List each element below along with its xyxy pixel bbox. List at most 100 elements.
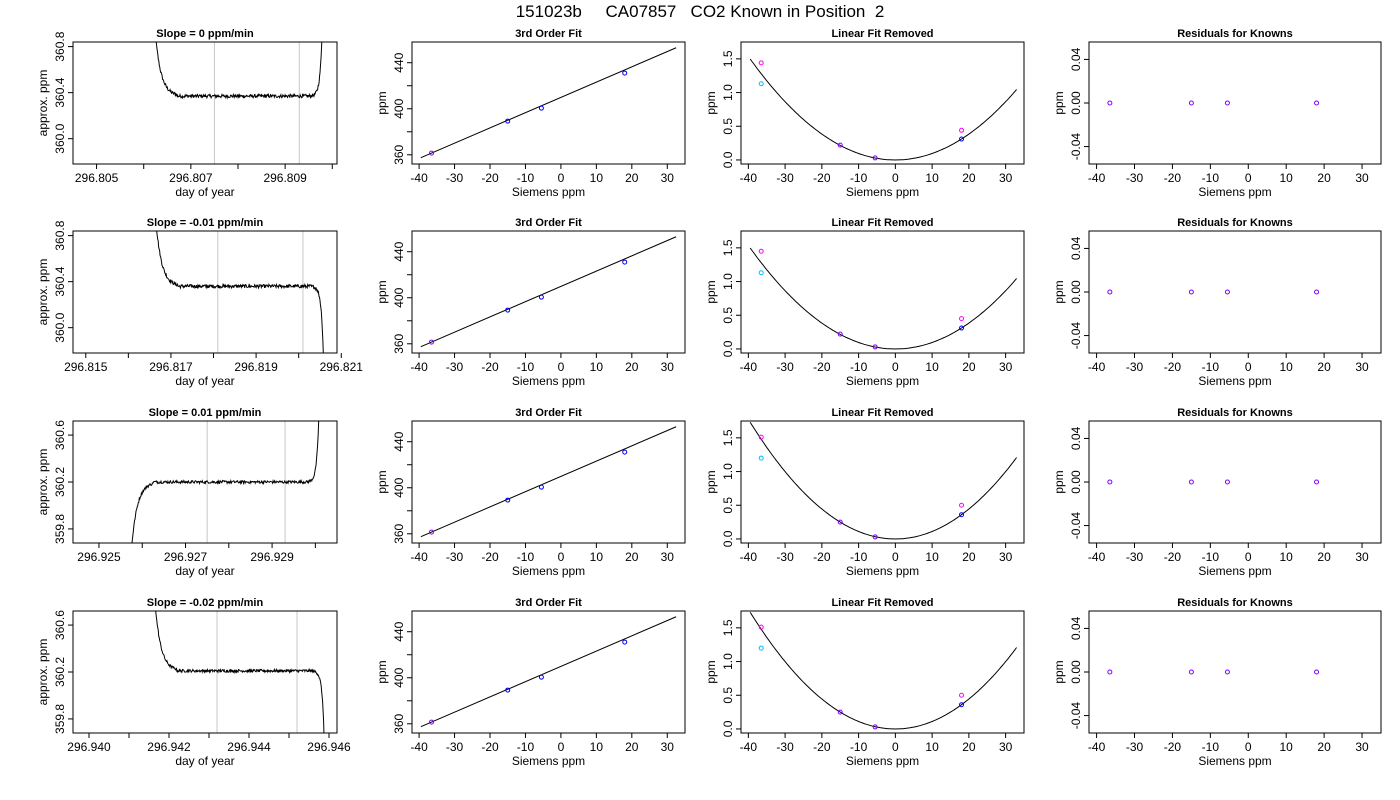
chart-panel: -40 -30 -20 -10 0 10 20 30 -0.04 0.00 0.04 Residual… bbox=[1052, 28, 1382, 199]
data-point bbox=[622, 449, 628, 455]
plot-frame bbox=[1088, 41, 1382, 165]
fit-line bbox=[420, 236, 677, 348]
y-tick-label: 360.4 bbox=[53, 266, 67, 296]
plot-frame bbox=[740, 41, 1025, 165]
data-point bbox=[1224, 100, 1230, 106]
data-point bbox=[429, 529, 434, 535]
y-tick-label: 1.0 bbox=[721, 84, 735, 101]
x-tick-label: 20 bbox=[1317, 360, 1331, 374]
x-tick-label: 0 bbox=[558, 740, 565, 754]
y-tick-label: 0.5 bbox=[721, 497, 735, 514]
chart-panel: -40 -30 -20 -10 0 10 20 30 -0.04 0.00 0.04 Residual… bbox=[1052, 597, 1382, 768]
y-axis-label: ppm bbox=[704, 470, 718, 493]
y-tick-label: -0.04 bbox=[1069, 133, 1083, 161]
data-point bbox=[959, 325, 965, 331]
x-tick-label: 0 bbox=[1245, 360, 1252, 374]
x-tick-label: 296.805 bbox=[75, 171, 119, 185]
plot-frame bbox=[72, 41, 338, 165]
plot-area bbox=[155, 42, 323, 164]
data-point bbox=[758, 624, 764, 630]
data-point bbox=[959, 316, 965, 322]
data-point bbox=[758, 455, 764, 461]
x-tick-label: 0 bbox=[1245, 740, 1252, 754]
panel-title: Slope = 0 ppm/min bbox=[156, 28, 254, 40]
x-tick-label: 20 bbox=[625, 740, 639, 754]
plot-area bbox=[1107, 100, 1320, 106]
data-point bbox=[959, 692, 965, 698]
data-point bbox=[1314, 100, 1320, 106]
y-tick-label: 360.6 bbox=[53, 420, 67, 450]
y-tick-label: 0.0 bbox=[721, 340, 735, 357]
plot-frame bbox=[411, 610, 686, 734]
data-trace-line bbox=[155, 42, 323, 100]
fit-curve bbox=[749, 247, 1017, 350]
panel-title: 3rd Order Fit bbox=[515, 217, 582, 229]
fit-curve bbox=[749, 421, 1017, 540]
data-point bbox=[505, 118, 511, 124]
x-axis-label: day of year bbox=[175, 185, 234, 199]
x-axis-label: day of year bbox=[175, 564, 234, 578]
x-tick-label: -10 bbox=[850, 171, 868, 185]
data-trace-line bbox=[155, 611, 325, 733]
data-point bbox=[1314, 479, 1320, 485]
plot-frame bbox=[740, 420, 1025, 544]
panel-title: Residuals for Knowns bbox=[1177, 597, 1293, 609]
page-title: 151023b CA07857 CO2 Known in Position 2 bbox=[515, 2, 885, 21]
data-point bbox=[837, 709, 843, 715]
x-tick-label: -40 bbox=[1088, 171, 1106, 185]
y-tick-label: 440 bbox=[392, 621, 406, 641]
x-tick-label: -10 bbox=[1202, 550, 1220, 564]
x-axis-label: Siemens ppm bbox=[846, 374, 919, 388]
data-point bbox=[622, 639, 628, 645]
x-tick-label: -10 bbox=[850, 740, 868, 754]
y-tick-label: 400 bbox=[392, 667, 406, 687]
x-tick-label: -10 bbox=[1202, 360, 1220, 374]
plot-frame bbox=[740, 610, 1025, 734]
plot-frame bbox=[1088, 420, 1382, 544]
chart-panel: 296.805 296.807 296.809 360.0 360.4 360.8 Slop… bbox=[36, 28, 338, 199]
data-point bbox=[837, 142, 843, 148]
data-point bbox=[959, 512, 965, 518]
x-tick-label: -10 bbox=[517, 740, 535, 754]
plot-frame bbox=[411, 41, 686, 165]
y-tick-label: 0.00 bbox=[1069, 280, 1083, 304]
x-tick-label: 296.944 bbox=[227, 740, 271, 754]
x-axis-label: Siemens ppm bbox=[512, 754, 585, 768]
x-tick-label: -30 bbox=[446, 360, 464, 374]
y-tick-label: 360 bbox=[392, 713, 406, 733]
x-tick-label: -20 bbox=[481, 360, 499, 374]
x-axis-label: Siemens ppm bbox=[1198, 754, 1271, 768]
data-point bbox=[429, 339, 434, 345]
x-axis-label: Siemens ppm bbox=[846, 185, 919, 199]
x-tick-label: 296.942 bbox=[147, 740, 191, 754]
x-tick-label: 10 bbox=[925, 360, 939, 374]
x-tick-label: -40 bbox=[740, 740, 758, 754]
y-tick-label: 400 bbox=[392, 98, 406, 118]
x-tick-label: 296.817 bbox=[149, 360, 193, 374]
x-tick-label: -40 bbox=[740, 360, 758, 374]
plot-area bbox=[749, 58, 1017, 161]
y-axis-label: ppm bbox=[704, 280, 718, 303]
plot-area bbox=[420, 236, 677, 348]
x-tick-label: -20 bbox=[813, 550, 831, 564]
y-axis-label: ppm bbox=[1052, 280, 1066, 303]
x-tick-label: -20 bbox=[813, 171, 831, 185]
x-tick-label: -40 bbox=[740, 550, 758, 564]
x-tick-label: 30 bbox=[999, 550, 1013, 564]
data-point bbox=[959, 136, 965, 142]
y-tick-label: 0.0 bbox=[721, 151, 735, 168]
y-tick-label: 0.0 bbox=[721, 530, 735, 547]
x-tick-label: 296.940 bbox=[67, 740, 111, 754]
y-axis-label: approx. ppm bbox=[36, 449, 50, 516]
x-tick-label: -10 bbox=[517, 550, 535, 564]
x-tick-label: 0 bbox=[892, 550, 899, 564]
y-axis-label: ppm bbox=[704, 91, 718, 114]
data-point bbox=[1188, 669, 1194, 675]
data-trace-line bbox=[156, 231, 324, 353]
x-tick-label: -30 bbox=[776, 740, 794, 754]
y-axis-label: ppm bbox=[375, 91, 389, 114]
data-point bbox=[429, 719, 434, 725]
data-point bbox=[429, 150, 434, 156]
y-tick-label: -0.04 bbox=[1069, 702, 1083, 730]
y-tick-label: 0.00 bbox=[1069, 660, 1083, 684]
